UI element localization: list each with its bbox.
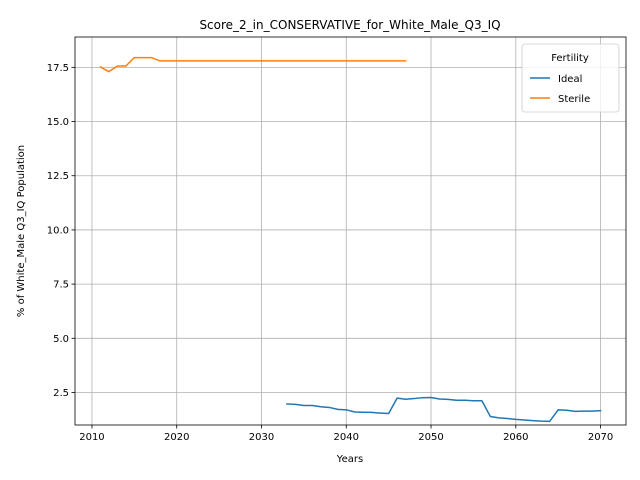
x-tick-label: 2040 bbox=[334, 432, 359, 443]
x-tick-label: 2020 bbox=[164, 432, 189, 443]
series-line-ideal bbox=[286, 396, 602, 423]
x-tick-label: 2050 bbox=[418, 432, 443, 443]
y-tick-label: 10.0 bbox=[47, 225, 69, 236]
legend-box bbox=[521, 43, 620, 113]
y-tick-label: 12.5 bbox=[47, 171, 69, 182]
plot-frame bbox=[74, 36, 627, 426]
x-axis-label: Years bbox=[336, 454, 363, 465]
legend: Fertility Ideal Sterile bbox=[521, 43, 620, 113]
y-tick-label: 7.5 bbox=[53, 280, 69, 291]
x-tick-label: 2030 bbox=[249, 432, 274, 443]
y-tick-label: 5.0 bbox=[53, 334, 69, 345]
axis-ticks: 2010 2020 2030 2040 2050 2060 2070 2.5 5.0 7.5 10.… bbox=[47, 63, 614, 443]
x-tick-label: 2010 bbox=[79, 432, 104, 443]
series-line-sterile bbox=[99, 56, 407, 73]
y-axis-label: % of White_Male Q3_IQ Population bbox=[16, 145, 27, 317]
x-tick-label: 2060 bbox=[503, 432, 528, 443]
grid-lines bbox=[75, 37, 626, 425]
series-lines bbox=[99, 56, 602, 423]
x-tick-label: 2070 bbox=[588, 432, 613, 443]
legend-label-ideal: Ideal bbox=[558, 74, 582, 85]
legend-label-sterile: Sterile bbox=[558, 94, 590, 105]
legend-title: Fertility bbox=[551, 53, 589, 64]
chart-title: Score_2_in_CONSERVATIVE_for_White_Male_Q… bbox=[199, 18, 500, 32]
y-tick-label: 2.5 bbox=[53, 388, 69, 399]
y-tick-label: 17.5 bbox=[47, 63, 69, 74]
y-tick-label: 15.0 bbox=[47, 117, 69, 128]
